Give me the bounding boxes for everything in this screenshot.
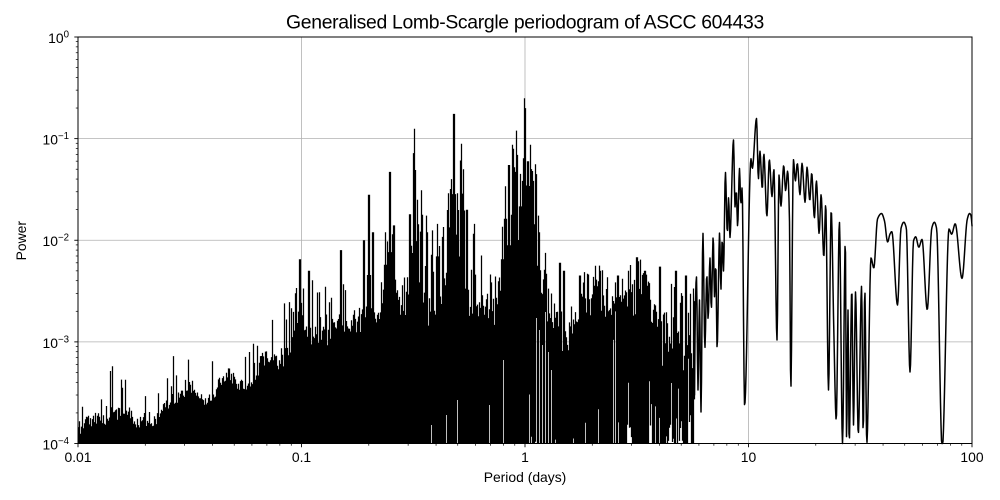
svg-text:10: 10 [741, 449, 757, 465]
svg-text:Period (days): Period (days) [484, 469, 567, 485]
svg-text:100: 100 [960, 449, 983, 465]
svg-text:0.1: 0.1 [292, 449, 312, 465]
svg-text:Generalised Lomb-Scargle perio: Generalised Lomb-Scargle periodogram of … [286, 12, 764, 34]
svg-text:1: 1 [521, 449, 529, 465]
svg-text:Power: Power [13, 221, 29, 261]
svg-text:0.01: 0.01 [64, 449, 91, 465]
